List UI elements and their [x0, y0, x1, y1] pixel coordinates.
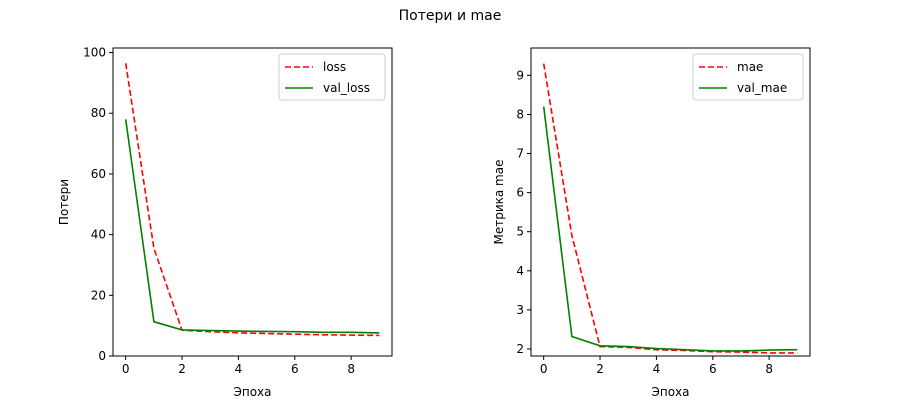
x-tick-label: 2 [178, 362, 186, 376]
y-tick-label: 2 [516, 342, 524, 356]
y-axis-label: Метрика mae [492, 160, 506, 245]
series-line-val_loss [124, 119, 380, 334]
series-line-val_mae [542, 106, 798, 352]
y-tick-label: 40 [91, 228, 106, 242]
y-tick-label: 7 [516, 147, 524, 161]
y-tick-label: 5 [516, 225, 524, 239]
legend: loss val_loss [278, 53, 386, 101]
figure-title: Потери и mae [399, 8, 502, 24]
y-tick-label: 0 [98, 349, 106, 363]
y-tick-label: 60 [91, 167, 106, 181]
y-tick-label: 20 [91, 288, 106, 302]
y-tick-label: 3 [516, 303, 524, 317]
y-axis-label: Потери [57, 179, 71, 225]
legend-label-loss: loss [323, 60, 346, 74]
legend-label-mae: mae [737, 60, 763, 74]
x-tick-label: 0 [540, 362, 548, 376]
y-tick-label: 8 [516, 107, 524, 121]
plot-frame [112, 47, 393, 357]
x-tick-label: 8 [765, 362, 773, 376]
x-tick-label: 8 [347, 362, 355, 376]
x-tick-label: 0 [122, 362, 130, 376]
legend: mae val_mae [692, 53, 804, 101]
y-tick-label: 100 [83, 46, 106, 60]
y-tick-label: 6 [516, 186, 524, 200]
mae-plot: 0 2 4 6 8 2 3 4 5 6 7 8 9 Эпоха Метрика mae mae val_mae [492, 47, 811, 399]
legend-label-val_loss: val_loss [323, 81, 370, 95]
x-axis-label: Эпоха [651, 385, 689, 399]
legend-label-val_mae: val_mae [737, 81, 787, 95]
x-tick-label: 2 [596, 362, 604, 376]
x-tick-label: 4 [653, 362, 661, 376]
x-tick-label: 4 [235, 362, 243, 376]
series-line-mae [542, 63, 798, 354]
y-tick-label: 4 [516, 264, 524, 278]
y-tick-label: 80 [91, 106, 106, 120]
plot-frame [530, 47, 811, 357]
x-tick-label: 6 [291, 362, 299, 376]
x-axis-label: Эпоха [233, 385, 271, 399]
y-tick-label: 9 [516, 68, 524, 82]
x-tick-label: 6 [709, 362, 717, 376]
series-line-loss [124, 63, 380, 337]
